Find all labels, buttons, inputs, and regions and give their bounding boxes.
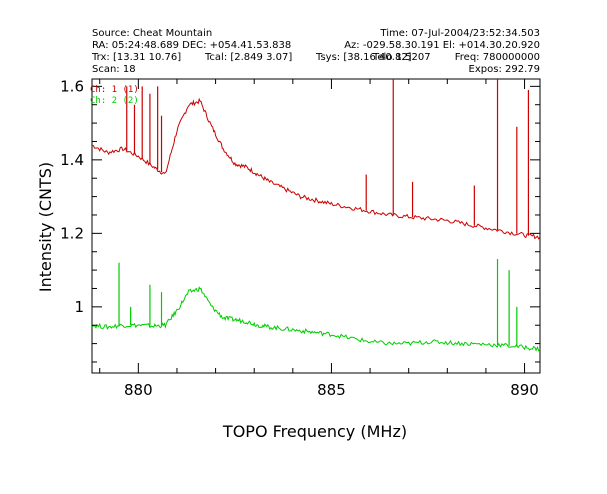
y-tick-label-1.6: 1.6 [60,77,84,95]
header-time: Time: 07-Jul-2004/23:52:34.503 [379,28,540,39]
series-layer [91,79,541,352]
x-tick-label-890: 890 [510,381,539,399]
x-tick-label-885: 885 [317,381,346,399]
header-tcal: Tcal: [2.849 3.07] [204,52,292,63]
header-trx: Trx: [13.31 10.76] [91,52,181,63]
header-source: Source: Cheat Mountain [92,28,212,39]
legend-ch1: Ch: 1 (1) [90,85,139,95]
header-az-el: Az: -029.58.30.191 El: +014.30.20.920 [344,40,540,51]
header-scan: Scan: 18 [92,64,136,75]
plot-frame [91,78,541,374]
x-tick-label-880: 880 [124,381,153,399]
y-tick-label-1: 1 [74,298,84,316]
header-telo: Telo 1.5207 [372,52,431,63]
header-tsys: Tsys: [38.16 40.82] [315,52,412,63]
y-tick-label-1.2: 1.2 [60,224,84,242]
series-line-1 [91,97,541,240]
header-freq: Freq: 780000000 [455,52,540,63]
header-ra-dec: RA: 05:24:48.689 DEC: +054.41.53.838 [92,40,291,51]
ticks-layer: 880 885 890 1 1.2 1.4 1.6 [60,77,540,399]
header-expos: Expos: 292.79 [469,64,540,75]
legend-ch2: Ch: 2 (2) [90,96,139,106]
y-axis-label: Intensity (CNTS) [36,162,55,292]
x-axis-label: TOPO Frequency (MHz) [222,422,407,441]
y-tick-label-1.4: 1.4 [60,151,84,169]
series-line-2 [91,286,541,352]
